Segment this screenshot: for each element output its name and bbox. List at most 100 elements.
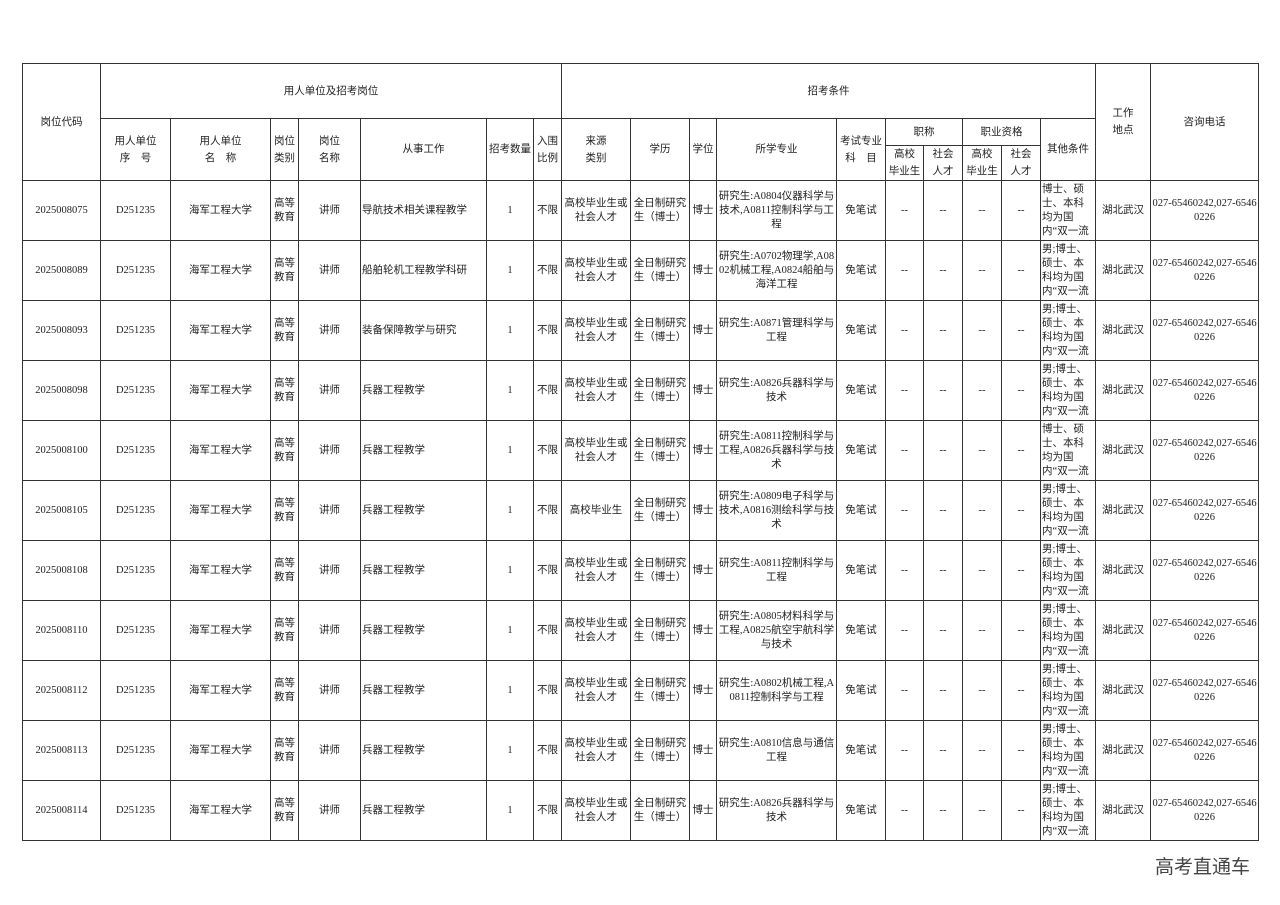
cell-text: 船舶轮机工程教学科研 xyxy=(362,264,467,276)
table-cell: 讲师 xyxy=(298,540,361,601)
group-header: 招考条件 xyxy=(561,63,1097,119)
table-cell: 博士 xyxy=(689,360,718,421)
table-cell: 1 xyxy=(486,420,534,481)
cell-text: 全日制研究生（博士） xyxy=(633,617,687,643)
cell-text: -- xyxy=(939,624,947,636)
table-cell: 男;博士、硕士、本科均为国内“双一流 xyxy=(1040,720,1097,781)
table-cell: 男;博士、硕士、本科均为国内“双一流 xyxy=(1040,540,1097,601)
cell-text: 2025008114 xyxy=(35,804,88,816)
table-row: 2025008100 D251235 海军工程大学 高等教育 讲师 兵器工程教学 1 不限 高校… xyxy=(22,420,1260,481)
cell-text: 高校毕业生或社会人才 xyxy=(564,257,628,283)
cell-text: 兵器工程教学 xyxy=(362,564,425,576)
cell-text: 2025008110 xyxy=(35,624,88,636)
cell-text: 高等教育 xyxy=(274,557,295,583)
table-cell: 海军工程大学 xyxy=(170,300,271,361)
cell-text: 不限 xyxy=(537,204,559,216)
cell-text: -- xyxy=(939,264,947,276)
cell-text: 027-65460242,027-65460226 xyxy=(1152,377,1257,403)
cell-text: 湖北武汉 xyxy=(1102,444,1145,456)
cell-text: 027-65460242,027-65460226 xyxy=(1152,797,1257,823)
table-cell: 湖北武汉 xyxy=(1095,480,1152,541)
table-cell: 高等教育 xyxy=(270,360,299,421)
table-cell: 博士 xyxy=(689,300,718,361)
table-row: 2025008105 D251235 海军工程大学 高等教育 讲师 兵器工程教学 1 不限 高校… xyxy=(22,480,1260,541)
table-cell: 研究生:A0805材料科学与工程,A0825航空宇航科学与技术 xyxy=(716,600,838,661)
table-cell: 027-65460242,027-65460226 xyxy=(1150,540,1260,601)
table-cell: 免笔试 xyxy=(836,420,887,481)
table-cell: 全日制研究生（博士） xyxy=(630,480,691,541)
table-cell: D251235 xyxy=(100,660,171,721)
table-cell: 2025008108 xyxy=(22,540,101,601)
cell-text: 1 xyxy=(507,384,513,396)
cell-text: -- xyxy=(939,564,947,576)
table-cell: -- xyxy=(962,660,1003,721)
table-cell: -- xyxy=(923,720,964,781)
cell-text: -- xyxy=(1017,324,1025,336)
cell-text: -- xyxy=(978,504,986,516)
cell-text: 高校毕业生或社会人才 xyxy=(564,437,628,463)
header-cell: 社会 人才 xyxy=(1001,145,1042,181)
table-cell: 1 xyxy=(486,720,534,781)
cell-text: -- xyxy=(978,684,986,696)
cell-text: 博士 xyxy=(692,684,714,696)
table-cell: 兵器工程教学 xyxy=(360,360,487,421)
table-cell: -- xyxy=(1001,240,1042,301)
cell-text: 装备保障教学与研究 xyxy=(362,324,457,336)
table-cell: 1 xyxy=(486,360,534,421)
table-cell: 博士 xyxy=(689,480,718,541)
header-cell: 岗位 类别 xyxy=(270,118,299,181)
table-cell: 湖北武汉 xyxy=(1095,780,1152,841)
table-cell: 湖北武汉 xyxy=(1095,240,1152,301)
table-cell: 男;博士、硕士、本科均为国内“双一流 xyxy=(1040,300,1097,361)
cell-text: 免笔试 xyxy=(845,264,877,276)
table-cell: 027-65460242,027-65460226 xyxy=(1150,660,1260,721)
group-header: 职业资格 xyxy=(962,118,1042,146)
table-cell: 湖北武汉 xyxy=(1095,720,1152,781)
table-cell: 讲师 xyxy=(298,780,361,841)
cell-text: 高等教育 xyxy=(274,617,295,643)
cell-text: 研究生:A0804仪器科学与技术,A0811控制科学与工程 xyxy=(718,190,835,230)
cell-text: 全日制研究生（博士） xyxy=(633,557,687,583)
table-cell: 全日制研究生（博士） xyxy=(630,720,691,781)
cell-text: 研究生:A0826兵器科学与技术 xyxy=(718,377,835,403)
table-cell: 高等教育 xyxy=(270,480,299,541)
cell-text: 湖北武汉 xyxy=(1102,264,1145,276)
cell-text: 讲师 xyxy=(319,444,340,456)
table-cell: 免笔试 xyxy=(836,780,887,841)
table-cell: -- xyxy=(962,540,1003,601)
header-cell: 招考数量 xyxy=(486,118,534,181)
cell-text: 1 xyxy=(507,264,513,276)
cell-text: D251235 xyxy=(115,384,156,396)
table-cell: 高校毕业生或社会人才 xyxy=(561,600,632,661)
cell-text: 高等教育 xyxy=(274,377,295,403)
cell-text: -- xyxy=(978,624,986,636)
cell-text: 讲师 xyxy=(319,684,340,696)
cell-text: 不限 xyxy=(537,444,559,456)
cell-text: 免笔试 xyxy=(845,804,877,816)
table-cell: -- xyxy=(962,240,1003,301)
cell-text: -- xyxy=(901,324,909,336)
cell-text: 免笔试 xyxy=(845,384,877,396)
table-cell: 研究生:A0826兵器科学与技术 xyxy=(716,360,838,421)
cell-text: 研究生:A0802机械工程,A0811控制科学与工程 xyxy=(718,677,835,703)
cell-text: 湖北武汉 xyxy=(1102,564,1145,576)
header-cell: 从事工作 xyxy=(360,118,487,181)
table-cell: -- xyxy=(923,360,964,421)
table-cell: -- xyxy=(1001,180,1042,241)
table-row: 2025008075 D251235 海军工程大学 高等教育 讲师 导航技术相关课程教学 1… xyxy=(22,180,1260,241)
cell-text: 研究生:A0809电子科学与技术,A0816测绘科学与技术 xyxy=(718,490,835,530)
table-cell: 讲师 xyxy=(298,720,361,781)
cell-text: 研究生:A0811控制科学与工程,A0826兵器科学与技术 xyxy=(718,430,835,470)
table-cell: -- xyxy=(962,420,1003,481)
cell-text: 博士 xyxy=(692,444,714,456)
cell-text: 男;博士、硕士、本科均为国内“双一流 xyxy=(1042,543,1089,597)
cell-text: 027-65460242,027-65460226 xyxy=(1152,677,1257,703)
table-cell: -- xyxy=(885,600,925,661)
table-cell: 博士 xyxy=(689,600,718,661)
table-cell: 不限 xyxy=(532,780,563,841)
cell-text: -- xyxy=(978,444,986,456)
cell-text: 兵器工程教学 xyxy=(362,744,425,756)
cell-text: 高校毕业生或社会人才 xyxy=(564,617,628,643)
table-cell: 海军工程大学 xyxy=(170,660,271,721)
cell-text: D251235 xyxy=(115,684,156,696)
